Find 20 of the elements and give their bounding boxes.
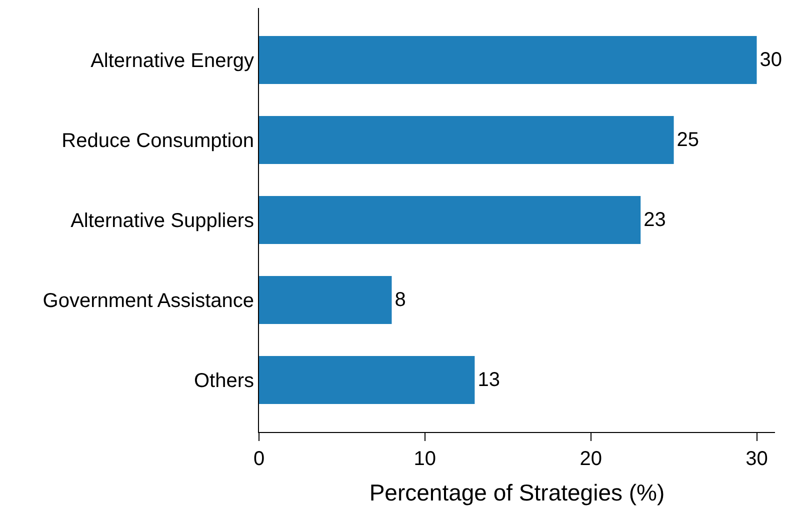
- x-tick-label: 0: [253, 448, 265, 470]
- data-label: 30: [760, 49, 782, 71]
- data-label: 8: [394, 289, 406, 311]
- y-tick-label: Alternative Energy: [90, 50, 254, 72]
- bar: [259, 196, 641, 244]
- data-label: 23: [644, 209, 666, 231]
- x-tick-label: 10: [414, 448, 436, 470]
- y-tick-label: Alternative Suppliers: [70, 210, 254, 232]
- bar: [259, 356, 475, 404]
- data-label: 13: [478, 369, 500, 391]
- y-tick-label: Reduce Consumption: [62, 130, 254, 152]
- x-tick-label: 20: [580, 448, 602, 470]
- bar: [259, 116, 674, 164]
- y-tick-label: Government Assistance: [42, 290, 254, 312]
- x-tick-label: 30: [746, 448, 768, 470]
- data-label: 25: [676, 129, 700, 151]
- bar: [259, 276, 392, 324]
- x-axis-title: Percentage of Strategies (%): [369, 480, 665, 506]
- y-tick-label: Others: [194, 370, 254, 392]
- bar: [259, 36, 757, 84]
